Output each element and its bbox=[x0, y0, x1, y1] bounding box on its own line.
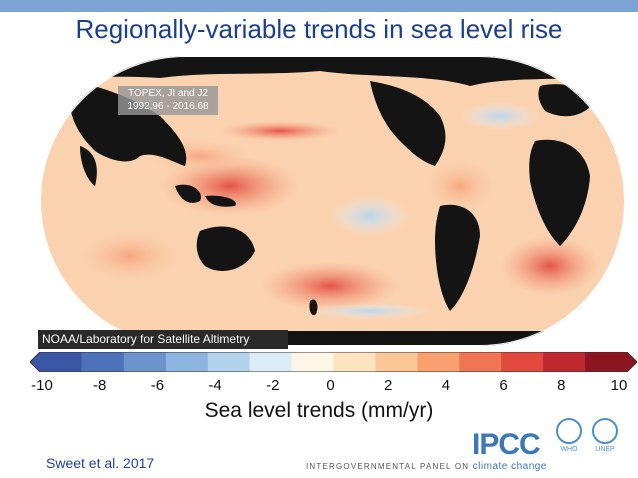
map-outline bbox=[40, 56, 625, 346]
colorbar-label: Sea level trends (mm/yr) bbox=[204, 399, 434, 422]
citation: Sweet et al. 2017 bbox=[46, 455, 155, 471]
colorbar-bin bbox=[207, 352, 251, 372]
colorbar-bin bbox=[165, 352, 209, 372]
ipcc-subtitle-prefix: INTERGOVERNMENTAL PANEL ON bbox=[306, 462, 470, 471]
ipcc-subtitle-accent: climate change bbox=[472, 461, 547, 472]
colorbar-tick-label: -4 bbox=[208, 377, 222, 394]
ipcc-logo: IPCC bbox=[472, 428, 541, 461]
south-america-landmass bbox=[435, 204, 480, 311]
africa-landmass bbox=[529, 139, 590, 246]
indian-ocean-patch bbox=[70, 226, 190, 286]
satellite-period-text: 1992.96 - 2016.68 bbox=[127, 101, 209, 112]
who-label: WHO bbox=[560, 446, 578, 453]
colorbar-tick-label: -8 bbox=[93, 377, 107, 394]
eastern-pacific-cool-patch bbox=[330, 196, 410, 236]
colorbar-bin bbox=[249, 352, 293, 372]
colorbar-tick-label: -10 bbox=[31, 377, 53, 394]
north-america-landmass bbox=[370, 81, 446, 166]
colorbar-tick-label: 6 bbox=[499, 377, 508, 394]
colorbar-tick-label: -6 bbox=[150, 377, 165, 394]
south-pacific-hotspot bbox=[260, 261, 400, 311]
top-accent-bar bbox=[0, 0, 638, 12]
satellite-label: TOPEX, JI and J2 1992.96 - 2016.68 bbox=[118, 86, 218, 115]
colorbar-bin bbox=[375, 352, 418, 372]
colorbar bbox=[30, 352, 637, 372]
south-atlantic-patch bbox=[500, 236, 600, 296]
colorbar-tick-label: 0 bbox=[326, 377, 335, 394]
who-emblem-icon bbox=[556, 418, 582, 444]
colorbar-bin bbox=[291, 352, 334, 372]
unep-emblem-icon bbox=[592, 418, 618, 444]
north-atlantic-cool-patch bbox=[460, 102, 540, 130]
new-guinea-landmass bbox=[205, 195, 236, 207]
borneo-landmass bbox=[175, 184, 201, 203]
kuroshio-patch bbox=[220, 121, 340, 141]
colorbar-bin bbox=[585, 352, 637, 372]
colorbar-bin bbox=[123, 352, 167, 372]
sea-level-trend-map bbox=[40, 56, 625, 346]
colorbar-tick-label: 10 bbox=[610, 377, 628, 394]
colorbar-bin bbox=[333, 352, 376, 372]
arctic-landmass bbox=[40, 56, 625, 86]
colorbar-bin bbox=[30, 352, 82, 372]
india-landmass bbox=[80, 146, 97, 186]
slide-title: Regionally-variable trends in sea level … bbox=[75, 14, 563, 44]
map-credit: NOAA/Laboratory for Satellite Altimetry bbox=[38, 330, 288, 349]
colorbar-tick-label: 8 bbox=[557, 377, 566, 394]
colorbar-bin bbox=[543, 352, 586, 372]
asia-landmass bbox=[69, 81, 187, 166]
colorbar-bin bbox=[417, 352, 460, 372]
colorbar-tick-label: 4 bbox=[441, 377, 451, 394]
ipcc-subtitle: INTERGOVERNMENTAL PANEL ON climate chang… bbox=[306, 461, 547, 472]
colorbar-bin bbox=[501, 352, 544, 372]
new-zealand-landmass bbox=[309, 299, 318, 316]
colorbar-bin bbox=[459, 352, 502, 372]
australia-landmass bbox=[196, 226, 255, 271]
unep-label: UNEP bbox=[595, 446, 615, 453]
colorbar-tick-label: 2 bbox=[384, 377, 393, 394]
satellite-missions-text: TOPEX, JI and J2 bbox=[128, 88, 208, 99]
colorbar-tick-label: -2 bbox=[266, 377, 280, 394]
atlantic-patch bbox=[420, 156, 500, 216]
southern-ocean-cool-patch bbox=[310, 303, 430, 319]
colorbar-bin bbox=[81, 352, 125, 372]
